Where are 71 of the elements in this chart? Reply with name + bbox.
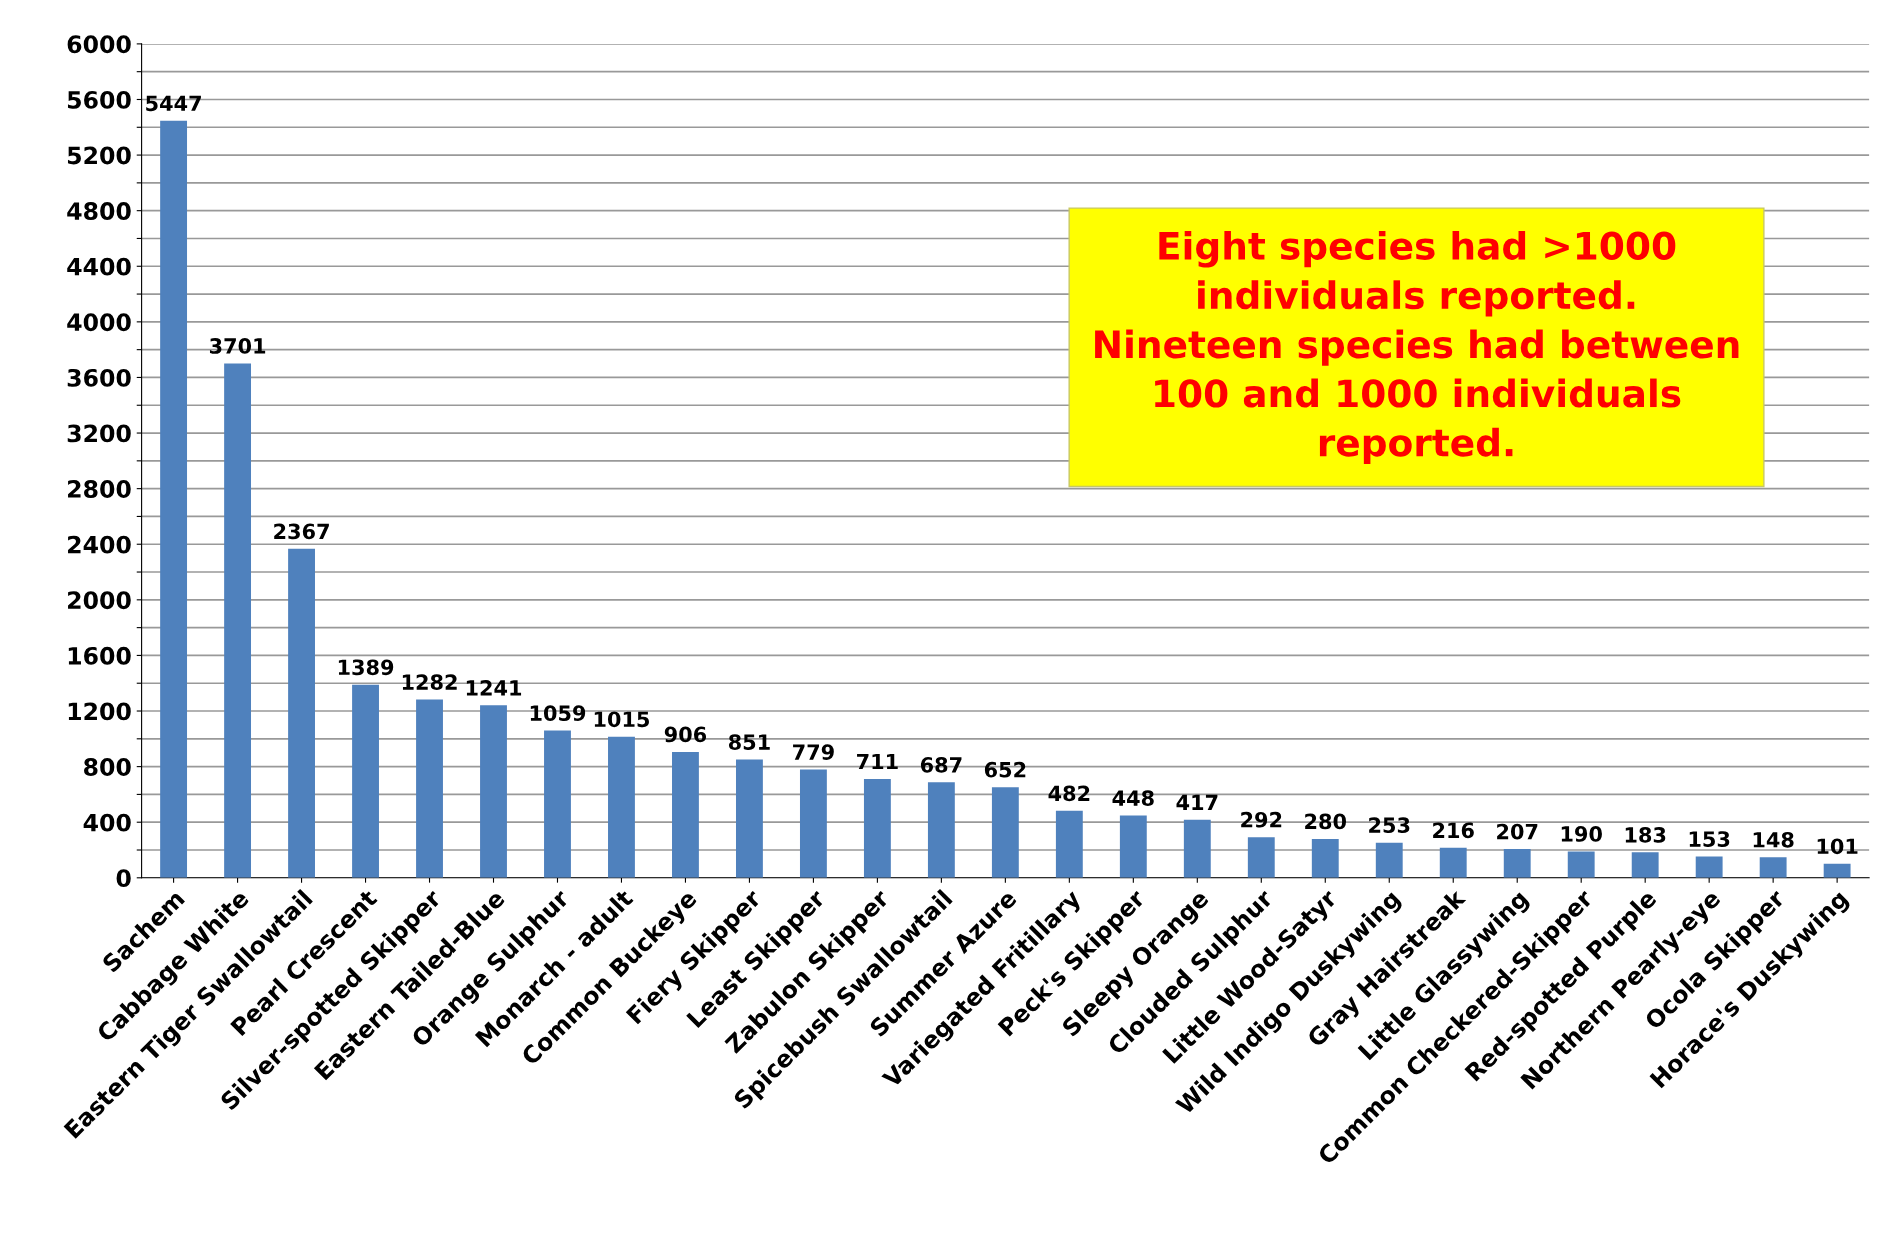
data-label: 851 [728,734,770,750]
data-label: 153 [1689,831,1730,847]
bar [544,730,571,878]
data-label: 148 [1753,831,1794,848]
bar [352,684,379,878]
y-tick-label: 800 [84,758,131,776]
data-label: 280 [1305,813,1347,830]
bar [1055,810,1083,878]
data-label: 482 [1048,785,1090,802]
data-label: 448 [1112,790,1154,806]
data-label: 101 [1817,838,1858,855]
bar [224,363,252,878]
bar [991,787,1019,878]
bar [1119,815,1147,878]
y-tick-label: 400 [83,813,131,832]
y-tick-label: 4800 [67,202,131,220]
data-label: 3701 [209,338,266,354]
bar [416,699,443,878]
data-label: 190 [1561,826,1602,842]
bar [672,751,699,878]
data-label: 1059 [530,705,586,722]
y-tick-label: 6000 [67,35,131,54]
bar [927,782,955,878]
bar [160,120,188,878]
data-label: 253 [1369,817,1410,834]
data-label: 207 [1497,823,1538,840]
bar [1247,837,1275,878]
bar [1183,819,1211,878]
data-label: 906 [664,726,707,743]
bar [799,769,827,878]
bar [1375,842,1403,878]
data-label: 652 [984,761,1026,778]
bar [1631,852,1659,878]
data-label: 1241 [466,679,522,696]
y-tick-label: 2000 [68,591,131,610]
y-tick-label: 4000 [67,313,131,332]
data-label: 216 [1433,822,1474,839]
bar [735,759,763,878]
data-label: 183 [1625,827,1666,843]
data-label: 687 [920,756,962,773]
y-tick-label: 1600 [68,646,131,665]
y-tick-label: 2800 [68,480,131,498]
data-label: 1282 [402,674,457,691]
bar [1759,857,1787,878]
bar [1823,863,1851,878]
bar [608,736,635,878]
bar [1439,847,1467,878]
bar [1567,851,1595,878]
data-label: 5447 [146,95,201,112]
data-label: 1015 [594,711,649,728]
bar [480,705,507,878]
data-label: 779 [793,744,834,760]
data-label: 711 [857,753,898,770]
data-label: 292 [1241,811,1282,828]
bar [863,778,891,878]
y-tick-label: 5600 [67,90,131,109]
data-label: 417 [1176,794,1218,810]
y-tick-label: 5200 [67,146,131,165]
annotation: Eight species had >1000 individuals reported. Nineteen species had between 100 and 1000 individuals reported. [1095,230,1739,464]
bar [1311,838,1339,878]
y-tick-label: 3200 [67,424,131,443]
y-tick-label: 2400 [68,535,131,554]
data-label: 1389 [338,659,394,676]
bar [288,548,315,878]
bar [1695,856,1723,878]
y-tick-label: 1200 [68,702,131,721]
bar [1503,849,1531,878]
y-tick-label: 3600 [67,368,131,387]
data-label: 2367 [274,523,329,540]
y-tick-label: 4400 [67,257,131,276]
y-tick-label: 0 [116,869,131,888]
